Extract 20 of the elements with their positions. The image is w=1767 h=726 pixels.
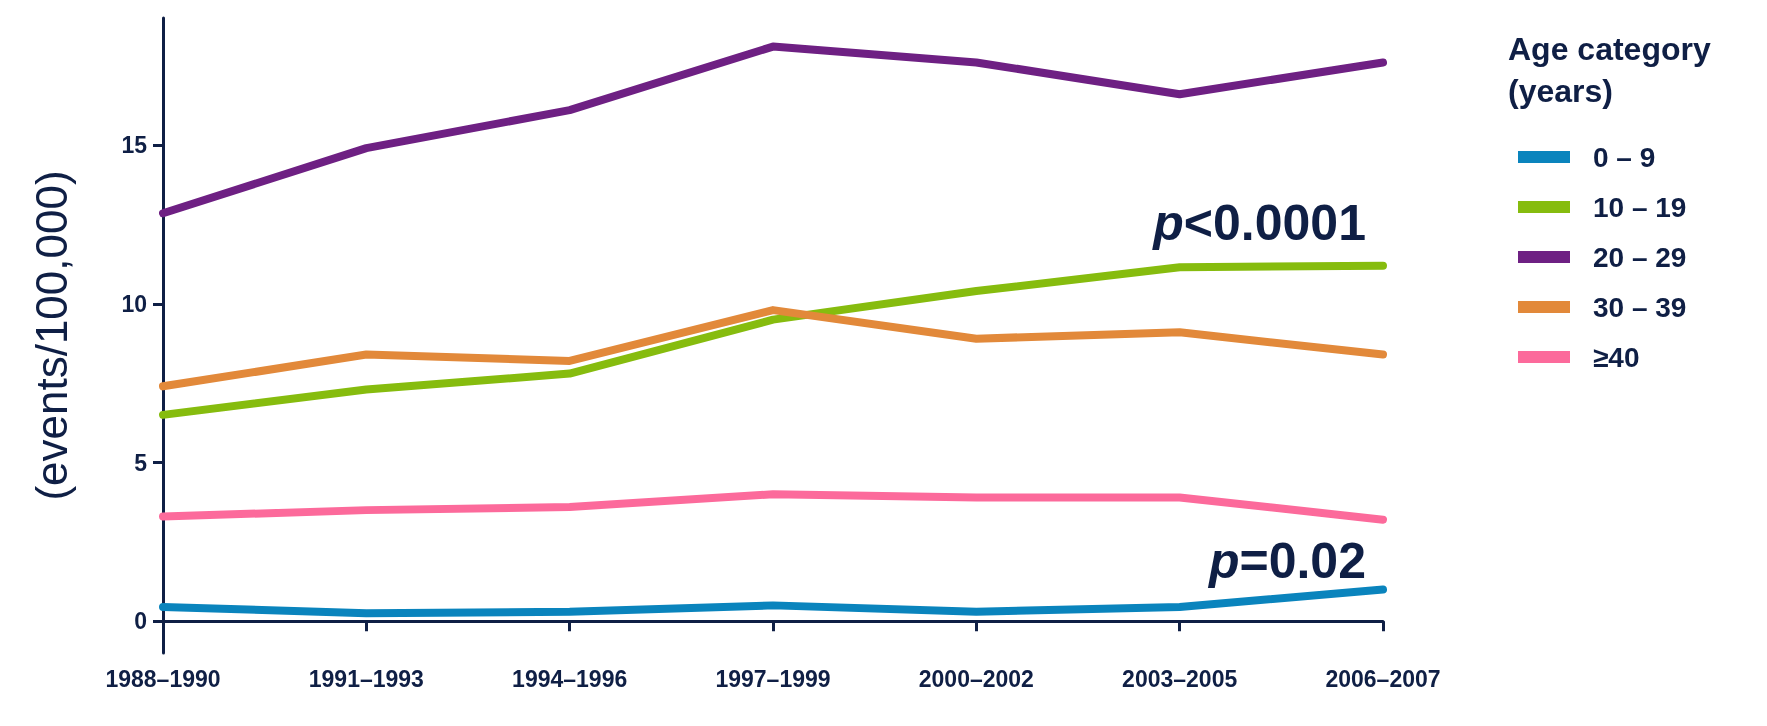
x-tick-label: 2000–2002 bbox=[918, 665, 1034, 692]
x-tick-label: 2003–2005 bbox=[1122, 665, 1238, 692]
x-tick-label: 1997–1999 bbox=[715, 665, 831, 692]
annotation: p=0.02 bbox=[1206, 533, 1366, 589]
legend-label: 0 – 9 bbox=[1593, 141, 1656, 173]
x-tick-label: 1988–1990 bbox=[105, 665, 221, 692]
annotation: p<0.0001 bbox=[1151, 195, 1367, 251]
y-axis-title: (events/100,000) bbox=[26, 170, 76, 501]
legend-label: 30 – 39 bbox=[1593, 291, 1687, 323]
legend-label: ≥40 bbox=[1593, 341, 1640, 373]
y-tick-label: 15 bbox=[121, 132, 148, 158]
y-tick-label: 10 bbox=[121, 290, 147, 317]
x-tick-label: 2006–2007 bbox=[1325, 665, 1441, 692]
legend-label: 10 – 19 bbox=[1593, 191, 1687, 223]
legend-title: Age category (years) bbox=[1508, 31, 1711, 109]
x-tick-label: 1994–1996 bbox=[512, 665, 628, 692]
y-tick-label: 5 bbox=[134, 449, 148, 476]
legend-label: 20 – 29 bbox=[1593, 241, 1687, 273]
x-tick-label: 1991–1993 bbox=[308, 665, 424, 692]
y-tick-label: 0 bbox=[134, 608, 147, 635]
